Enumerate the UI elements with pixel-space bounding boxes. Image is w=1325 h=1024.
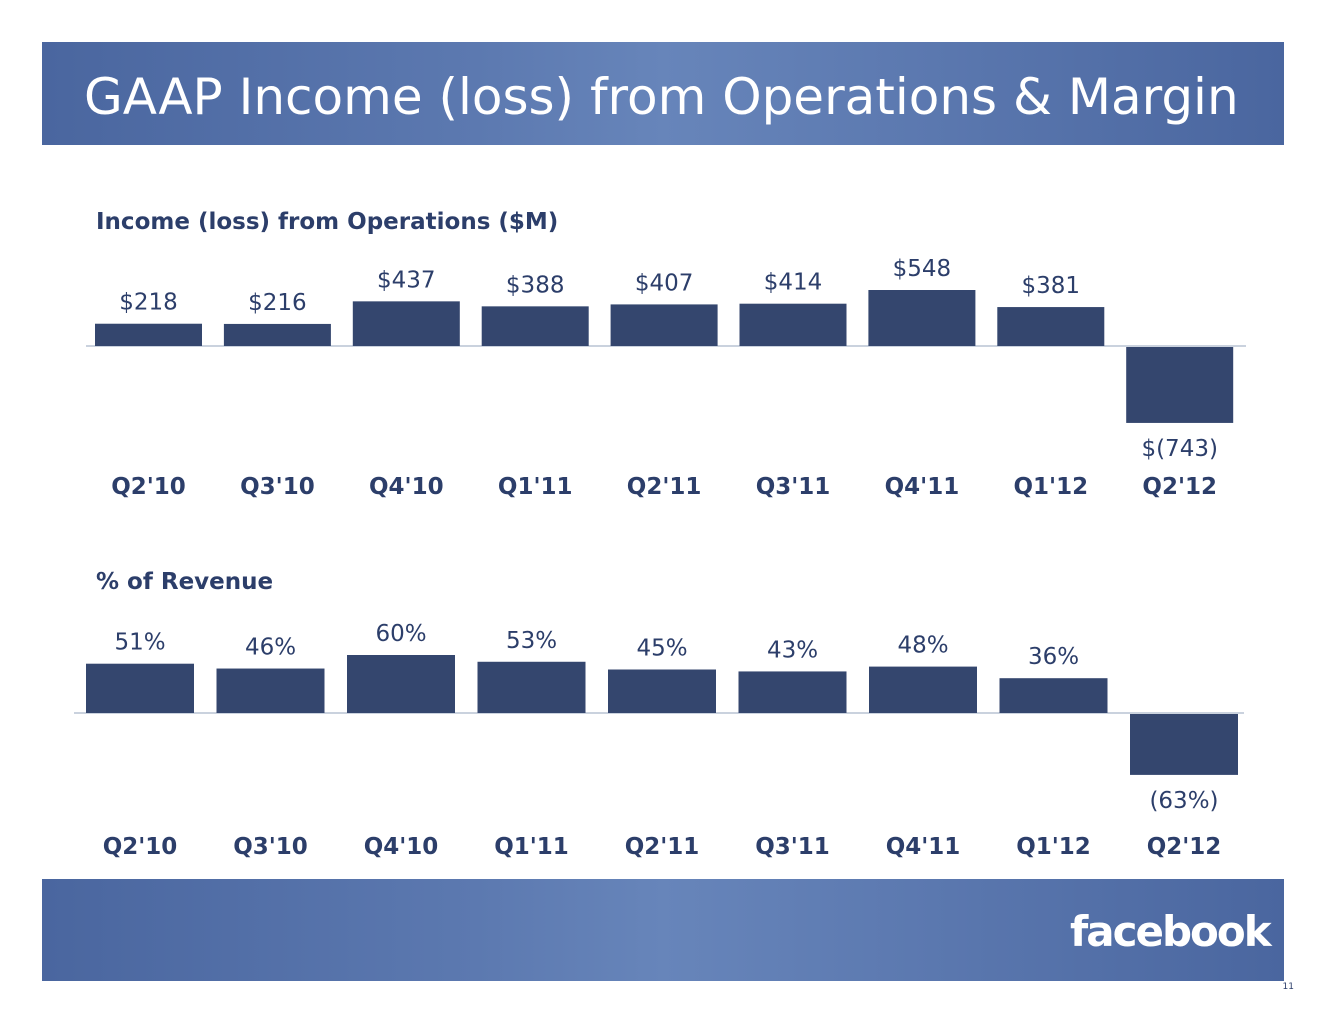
chart-2-category-label: Q2'10 (103, 834, 178, 860)
chart-1-data-label: $437 (377, 267, 436, 293)
chart-1-data-label: $414 (764, 270, 823, 296)
chart-2-bar (608, 669, 716, 713)
chart-1-data-label: $407 (635, 270, 694, 296)
chart-1-category-label: Q3'10 (240, 474, 315, 500)
chart-2-category-label: Q3'11 (755, 834, 830, 860)
chart-2-data-label: 46% (245, 635, 296, 661)
footer-band (42, 879, 1284, 981)
chart-2-data-label: 36% (1028, 644, 1079, 670)
chart-2-category-label: Q3'10 (233, 834, 308, 860)
chart-1-bar (481, 306, 589, 346)
chart-2-bar (347, 655, 455, 713)
page-number: 11 (1282, 982, 1294, 992)
chart-1-category-label: Q1'11 (498, 474, 573, 500)
chart-1-bar (95, 323, 202, 346)
chart-2-bar (738, 671, 847, 713)
chart-2-category-label: Q1'12 (1016, 834, 1091, 860)
chart-1-data-label: $(743) (1141, 436, 1217, 462)
chart-2-data-label: 48% (897, 633, 948, 659)
chart-1-bar (1126, 347, 1234, 423)
chart-1-category-label: Q4'10 (369, 474, 444, 500)
chart-1-bar (868, 290, 976, 346)
chart-1-data-label: $381 (1022, 273, 1081, 299)
chart-2-category-label: Q4'10 (364, 834, 439, 860)
chart-2-data-label: 60% (375, 621, 426, 647)
chart-1-bar (997, 307, 1105, 346)
chart-1-category-label: Q3'11 (756, 474, 831, 500)
chart-1-category-label: Q2'10 (111, 474, 186, 500)
chart-1-category-label: Q2'11 (627, 474, 702, 500)
chart-2-bar (216, 668, 325, 713)
chart-1-data-label: $388 (506, 272, 565, 298)
chart-2-bar (999, 678, 1108, 713)
chart-2-bar (869, 666, 977, 713)
chart-1-bar (739, 303, 847, 346)
chart-1-bar (223, 323, 331, 346)
chart-2-category-label: Q1'11 (494, 834, 569, 860)
chart-2-title: % of Revenue (96, 569, 274, 595)
chart-2-data-label: 45% (636, 636, 687, 662)
chart-2-data-label: (63%) (1149, 788, 1218, 814)
chart-1-data-label: $218 (119, 290, 178, 316)
chart-2-category-label: Q4'11 (886, 834, 961, 860)
chart-1-category-label: Q1'12 (1013, 474, 1088, 500)
chart-1-bar (610, 304, 718, 346)
slide-title: GAAP Income (loss) from Operations & Mar… (84, 68, 1239, 126)
chart-2-data-label: 53% (506, 628, 557, 654)
chart-1-category-label: Q4'11 (885, 474, 960, 500)
header-band (42, 42, 1284, 145)
chart-2-bar (86, 663, 194, 713)
chart-1-category-label: Q2'12 (1142, 474, 1217, 500)
chart-2-category-label: Q2'11 (625, 834, 700, 860)
chart-2-data-label: 51% (114, 630, 165, 656)
chart-1-title: Income (loss) from Operations ($M) (96, 209, 559, 235)
chart-1-bar (352, 301, 460, 346)
chart-1-data-label: $548 (893, 256, 952, 282)
chart-2-category-label: Q2'12 (1147, 834, 1222, 860)
chart-2-bar (1130, 714, 1238, 775)
chart-1-data-label: $216 (248, 290, 307, 316)
chart-2-data-label: 43% (767, 637, 818, 663)
facebook-logo: facebook (1070, 907, 1272, 956)
chart-2-bar (477, 661, 586, 713)
